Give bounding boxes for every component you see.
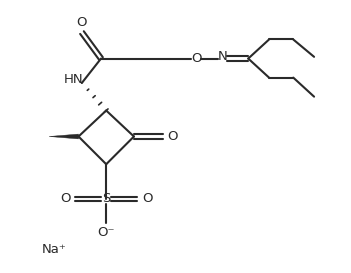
Text: S: S bbox=[102, 192, 111, 205]
Text: O: O bbox=[167, 130, 177, 143]
Text: O: O bbox=[142, 192, 152, 205]
Text: N: N bbox=[217, 50, 227, 63]
Text: O: O bbox=[60, 192, 71, 205]
Text: Na⁺: Na⁺ bbox=[42, 243, 67, 256]
Text: HN: HN bbox=[64, 73, 83, 86]
Text: O: O bbox=[77, 16, 87, 29]
Polygon shape bbox=[49, 134, 79, 139]
Text: O: O bbox=[191, 52, 201, 65]
Text: O⁻: O⁻ bbox=[98, 226, 115, 239]
